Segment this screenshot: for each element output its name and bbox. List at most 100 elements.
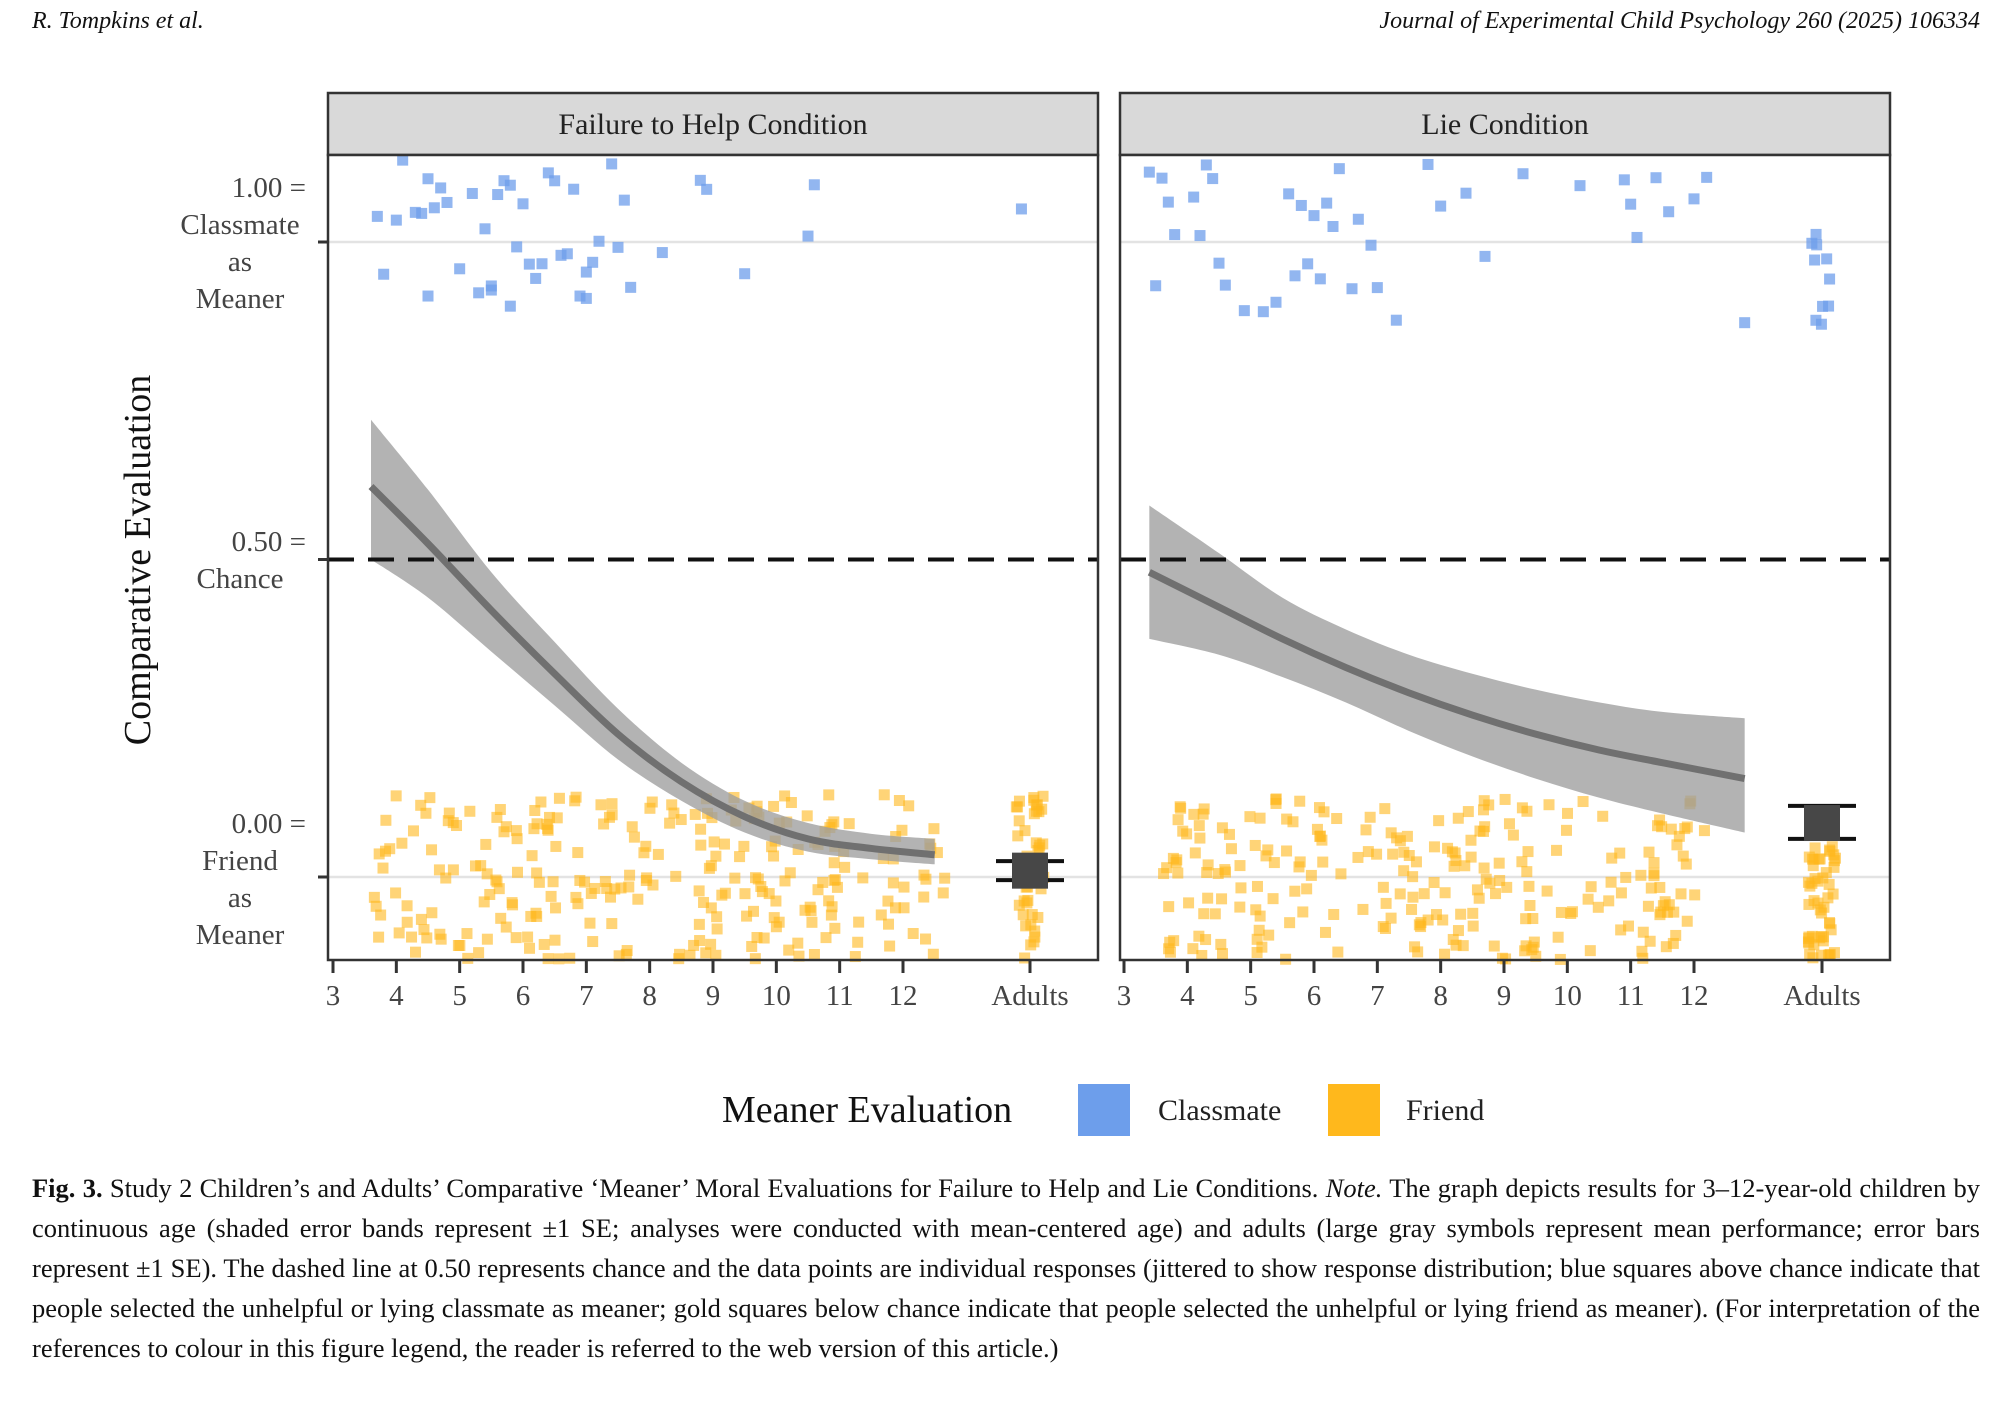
friend-point bbox=[839, 861, 851, 873]
friend-point bbox=[779, 790, 791, 802]
classmate-point bbox=[1365, 239, 1377, 251]
caption-label: Fig. 3. bbox=[32, 1173, 103, 1203]
friend-point bbox=[1499, 793, 1511, 805]
friend-point-adult bbox=[1825, 924, 1837, 936]
friend-point-adult bbox=[1026, 909, 1038, 921]
friend-point bbox=[1407, 871, 1419, 883]
classmate-point bbox=[606, 158, 618, 170]
friend-point bbox=[808, 949, 820, 961]
friend-point bbox=[1215, 938, 1227, 950]
friend-point bbox=[801, 810, 813, 822]
friend-point-adult bbox=[1034, 839, 1046, 851]
friend-point bbox=[770, 895, 782, 907]
panel-title: Lie Condition bbox=[1421, 108, 1589, 141]
friend-point bbox=[695, 823, 707, 835]
friend-point bbox=[531, 818, 543, 830]
friend-point-adult bbox=[1809, 842, 1821, 854]
friend-point bbox=[624, 869, 636, 881]
x-tick-label: 6 bbox=[1307, 980, 1322, 1012]
friend-point bbox=[711, 923, 723, 935]
classmate-point-adult bbox=[1824, 273, 1836, 285]
friend-point bbox=[1194, 832, 1206, 844]
x-tick-label: 8 bbox=[1433, 980, 1448, 1012]
friend-point bbox=[903, 800, 915, 812]
friend-point bbox=[898, 902, 910, 914]
friend-point bbox=[390, 887, 402, 899]
friend-point bbox=[1560, 824, 1572, 836]
friend-point-adult bbox=[1816, 931, 1828, 943]
friend-point bbox=[1216, 822, 1228, 834]
friend-point bbox=[805, 905, 817, 917]
adult-mean-marker bbox=[1012, 852, 1048, 889]
friend-point bbox=[1284, 917, 1296, 929]
friend-point bbox=[418, 924, 430, 936]
friend-point bbox=[1362, 846, 1374, 858]
friend-point-adult bbox=[1022, 894, 1034, 906]
friend-point bbox=[698, 896, 710, 908]
friend-point bbox=[823, 895, 835, 907]
classmate-point bbox=[568, 183, 580, 195]
friend-point bbox=[784, 867, 796, 879]
friend-point-adult bbox=[1826, 841, 1838, 853]
y-tick-text: Meaner bbox=[196, 283, 285, 315]
friend-point bbox=[1654, 814, 1666, 826]
friend-point bbox=[1235, 882, 1247, 894]
friend-point-adult bbox=[1012, 801, 1024, 813]
classmate-point bbox=[441, 196, 453, 208]
classmate-point bbox=[511, 241, 523, 253]
friend-point bbox=[570, 891, 582, 903]
friend-point bbox=[793, 950, 805, 962]
friend-point bbox=[1643, 846, 1655, 858]
friend-point bbox=[1670, 929, 1682, 941]
friend-point bbox=[638, 847, 650, 859]
friend-point bbox=[896, 824, 908, 836]
y-tick-text: as bbox=[228, 246, 252, 278]
classmate-point bbox=[612, 241, 624, 253]
friend-point bbox=[640, 840, 652, 852]
classmate-point-adult bbox=[1810, 314, 1822, 326]
friend-point bbox=[1592, 901, 1604, 913]
friend-point bbox=[1541, 885, 1553, 897]
friend-point bbox=[606, 918, 618, 930]
friend-point bbox=[451, 820, 463, 832]
friend-point bbox=[526, 850, 538, 862]
classmate-point bbox=[1169, 229, 1181, 241]
friend-point bbox=[1689, 889, 1701, 901]
friend-point bbox=[1418, 888, 1430, 900]
friend-point bbox=[390, 790, 402, 802]
friend-point bbox=[857, 872, 869, 884]
friend-point bbox=[531, 910, 543, 922]
friend-point bbox=[1377, 921, 1389, 933]
friend-point bbox=[1467, 920, 1479, 932]
friend-point bbox=[569, 795, 581, 807]
friend-point bbox=[1606, 852, 1618, 864]
classmate-point bbox=[1150, 280, 1162, 292]
friend-point-adult bbox=[1028, 936, 1040, 948]
classmate-point bbox=[574, 290, 586, 302]
classmate-point bbox=[694, 174, 706, 186]
friend-point bbox=[700, 947, 712, 959]
friend-point bbox=[689, 808, 701, 820]
friend-point bbox=[705, 902, 717, 914]
friend-point bbox=[550, 902, 562, 914]
friend-point bbox=[535, 796, 547, 808]
friend-point bbox=[812, 884, 824, 896]
figure-3-chart: Comparative Evaluation 1.00 = Classmate as… bbox=[117, 91, 1892, 1136]
friend-point bbox=[1193, 820, 1205, 832]
friend-point bbox=[852, 936, 864, 948]
friend-point bbox=[1648, 857, 1660, 869]
friend-point bbox=[1660, 941, 1672, 953]
friend-point bbox=[1422, 914, 1434, 926]
panel-strip bbox=[1118, 91, 1892, 157]
friend-point bbox=[1555, 906, 1567, 918]
friend-point bbox=[1398, 846, 1410, 858]
x-tick-label: 8 bbox=[642, 980, 657, 1012]
friend-point bbox=[473, 947, 485, 959]
friend-point bbox=[1478, 804, 1490, 816]
friend-point bbox=[572, 898, 584, 910]
friend-point bbox=[493, 883, 505, 895]
friend-point bbox=[889, 902, 901, 914]
classmate-point bbox=[656, 247, 668, 259]
legend-swatch-friend bbox=[1328, 1084, 1380, 1136]
friend-point bbox=[1297, 906, 1309, 918]
